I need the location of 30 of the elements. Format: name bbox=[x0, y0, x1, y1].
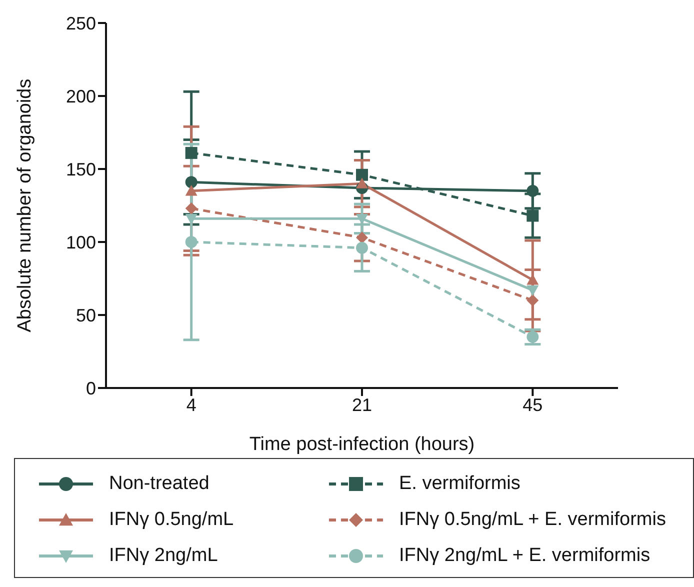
x-tick-label: 4 bbox=[186, 394, 196, 415]
legend-label: IFNγ 2ng/mL + E. vermiformis bbox=[399, 545, 650, 567]
y-axis-title: Absolute number of organoids bbox=[14, 78, 36, 332]
y-tick-label: 0 bbox=[86, 378, 96, 398]
y-tick-label: 250 bbox=[66, 13, 96, 34]
x-tick-label: 21 bbox=[352, 394, 372, 415]
point bbox=[185, 176, 198, 188]
y-tick-label: 50 bbox=[76, 305, 96, 326]
point bbox=[185, 184, 198, 196]
point bbox=[526, 210, 539, 222]
point bbox=[526, 285, 539, 296]
point bbox=[526, 294, 539, 306]
x-tick-label: 45 bbox=[522, 394, 543, 415]
point bbox=[356, 242, 368, 254]
point bbox=[356, 168, 368, 181]
x-axis-title: Time post-infection (hours) bbox=[249, 434, 475, 455]
point bbox=[185, 202, 198, 214]
point bbox=[185, 236, 198, 248]
legend-label: Non-treated bbox=[109, 473, 210, 495]
y-tick-label: 100 bbox=[66, 232, 96, 252]
legend-label: IFNγ 0.5ng/mL + E. vermiformis bbox=[399, 509, 666, 531]
legend-label: IFNγ 2ng/mL bbox=[109, 545, 218, 567]
legend-label: E. vermiformis bbox=[399, 473, 520, 495]
y-tick-label: 200 bbox=[66, 86, 96, 106]
point bbox=[526, 330, 539, 343]
point bbox=[356, 178, 368, 188]
point bbox=[526, 184, 539, 197]
y-tick-label: 150 bbox=[66, 159, 96, 180]
legend-label: IFNγ 0.5ng/mL bbox=[109, 509, 234, 531]
point bbox=[185, 146, 198, 159]
